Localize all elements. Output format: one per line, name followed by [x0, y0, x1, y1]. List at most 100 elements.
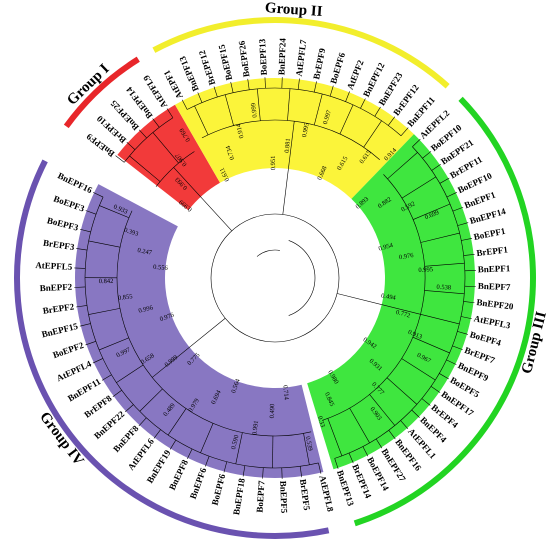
leaf-branch	[169, 439, 177, 450]
leaf-branch	[299, 466, 302, 478]
leaf-branch	[187, 448, 193, 459]
bootstrap-value: 0.393	[123, 227, 139, 238]
root-arc-core	[256, 249, 280, 257]
leaf-branch	[262, 467, 264, 479]
clade-branch	[88, 240, 121, 248]
leaf-branch	[334, 458, 339, 469]
leaf-label: BoEPF7	[255, 480, 267, 513]
clade-branch	[413, 203, 451, 220]
clade-branch	[420, 313, 460, 325]
clade-branch	[314, 93, 323, 126]
leaf-branch	[242, 465, 246, 477]
clade-branch	[235, 432, 243, 464]
bootstrap-value: 0.772	[395, 309, 411, 320]
bootstrap-value: 0.995	[301, 122, 311, 138]
clade-branch	[224, 94, 234, 126]
leaf-branch	[412, 138, 421, 147]
leaf-branch	[411, 409, 420, 418]
bootstrap-value: 0.590	[230, 434, 240, 450]
clade-branch	[363, 120, 382, 148]
clade-arc	[155, 151, 195, 187]
leaf-branch	[460, 316, 472, 320]
group-stem	[337, 293, 421, 315]
leaf-branch	[400, 127, 409, 136]
leaf-branch	[463, 301, 475, 304]
leaf-label: BoEPF1	[473, 226, 507, 242]
leaf-label: AtEPFL7	[294, 39, 308, 77]
leaf-branch	[79, 323, 91, 327]
leaf-label: BoEPF6	[328, 51, 347, 85]
leaf-branch	[115, 155, 125, 163]
bootstrap-value: 0.913	[407, 329, 423, 341]
clade-branch	[386, 377, 418, 405]
leaf-branch	[348, 452, 354, 464]
leaf-label: BnEPF14	[468, 206, 507, 226]
leaf-label: BoEPF3	[52, 193, 86, 213]
leaf-branch	[457, 222, 469, 226]
leaf-label: BrEPF2	[42, 301, 75, 316]
leaf-branch	[93, 192, 104, 198]
leaf-label: BnEPF16	[56, 170, 94, 195]
leaf-label: BnEPF1	[463, 189, 497, 210]
leaf-label: BnEPF1	[478, 263, 511, 274]
clade-branch	[401, 358, 436, 381]
leaf-branch	[329, 85, 334, 97]
clade-branch	[369, 394, 396, 426]
bootstrap-value: 0.855	[118, 293, 133, 302]
bootstrap-value: 0.976	[398, 252, 414, 261]
leaf-branch	[138, 417, 147, 427]
leaf-branch	[101, 374, 112, 381]
leaf-branch	[126, 141, 136, 150]
group-sectors	[74, 78, 475, 478]
bootstrap-value: 0.881	[284, 138, 292, 153]
leaf-branch	[181, 99, 188, 110]
clade-branch	[99, 337, 129, 351]
clade-branch	[424, 290, 465, 295]
leaf-branch	[230, 81, 234, 93]
leaf-branch	[138, 129, 147, 139]
leaf-branch	[457, 331, 468, 335]
leaf-label: BnEPF11	[66, 376, 103, 403]
group-stem	[152, 318, 226, 378]
bootstrap-value: 0.842	[99, 278, 114, 285]
ring-group-IV	[14, 159, 330, 539]
leaf-branch	[74, 267, 86, 269]
bootstrap-value: 0.564	[230, 377, 242, 394]
leaf-branch	[264, 77, 266, 89]
clade-branch	[88, 308, 121, 315]
clade-branch	[139, 388, 163, 412]
leaf-label: BrEPF8	[82, 393, 114, 420]
bootstrap-value: 0.954	[378, 242, 395, 253]
leaf-label: BoEPF13	[257, 38, 269, 75]
group-label-II: Group II	[264, 0, 323, 20]
leaf-branch	[313, 81, 317, 93]
root-arc-inner	[288, 240, 316, 316]
leaf-label: AtEPFL4	[55, 358, 93, 383]
bootstrap-value: 0.539	[304, 436, 314, 452]
leaf-label: BnEPF19	[145, 448, 173, 485]
leaf-label: BrEPF1	[476, 244, 509, 258]
ring-group-III	[353, 96, 536, 527]
leaf-label: BnEPF2	[39, 282, 72, 294]
group-backbone	[84, 196, 319, 469]
leaf-branch	[375, 438, 383, 449]
sector-group-II	[175, 78, 414, 199]
leaf-branch	[197, 92, 203, 103]
leaf-branch	[76, 305, 88, 308]
leaf-label: BoEPF2	[51, 340, 85, 360]
leaf-branch	[446, 359, 457, 365]
leaf-branch	[431, 164, 441, 171]
leaf-label: AtEPFL3	[473, 313, 512, 330]
leaf-branch	[152, 118, 160, 128]
leaf-label: BnEPF8	[167, 458, 190, 492]
bootstrap-value: 0.699	[424, 209, 440, 221]
leaf-label: AtEPFL8	[317, 474, 335, 513]
leaf-branch	[297, 78, 300, 90]
sector-group-I	[117, 104, 220, 211]
sector-group-III	[307, 134, 475, 470]
leaf-label: BoEPF3	[46, 215, 80, 233]
leaf-branch	[430, 386, 441, 393]
leaf-label: BrEPF12	[197, 49, 218, 87]
leaf-branch	[92, 358, 103, 364]
